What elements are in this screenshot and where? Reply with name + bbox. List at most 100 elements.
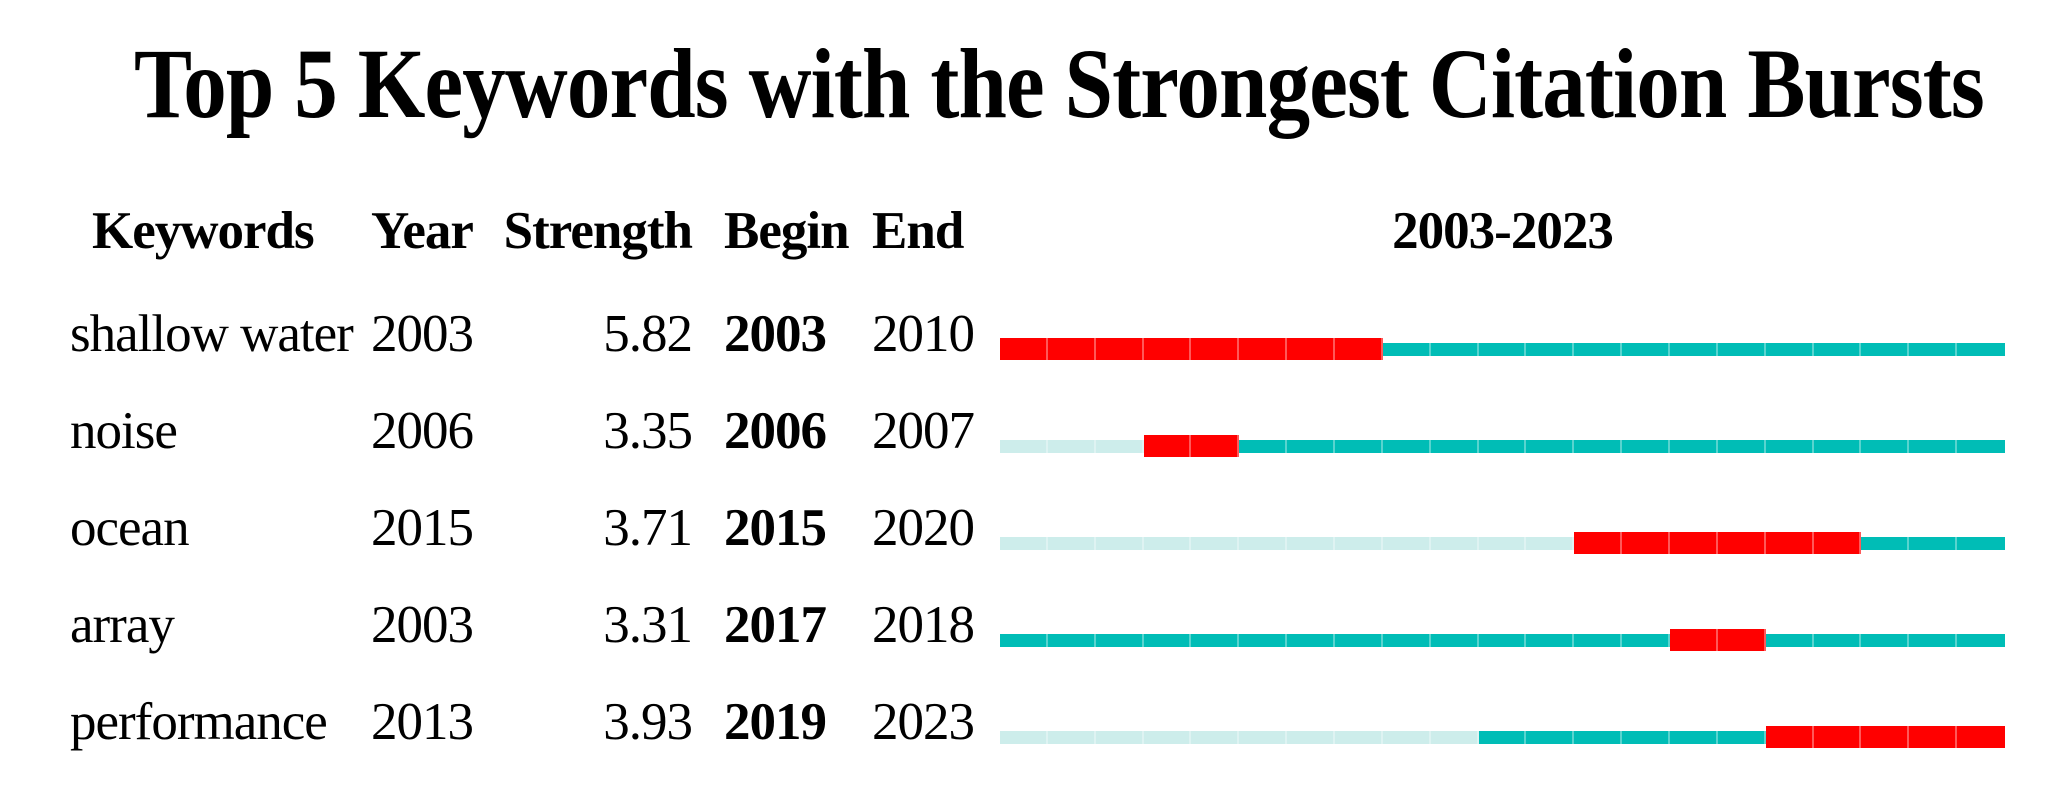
year-cell bbox=[1143, 633, 1192, 647]
cell-strength: 3.31 bbox=[603, 596, 693, 654]
year-cell bbox=[1478, 633, 1527, 647]
year-cell bbox=[1382, 633, 1431, 647]
year-cell bbox=[1478, 536, 1527, 550]
year-cell bbox=[1526, 633, 1575, 647]
year-cell bbox=[1526, 342, 1575, 356]
burst-year-cell bbox=[1813, 532, 1862, 554]
year-cell bbox=[1287, 633, 1336, 647]
year-cell bbox=[1191, 633, 1240, 647]
cell-end: 2007 bbox=[872, 402, 975, 460]
cell-strength: 3.93 bbox=[603, 693, 693, 751]
year-cell bbox=[1239, 439, 1288, 453]
burst-year-cell bbox=[1095, 338, 1144, 360]
year-cell bbox=[1574, 633, 1623, 647]
year-cell bbox=[1717, 730, 1766, 744]
cell-year: 2015 bbox=[371, 499, 474, 557]
year-cell bbox=[1670, 342, 1718, 356]
year-cell bbox=[1909, 536, 1958, 550]
burst-year-cell bbox=[1191, 338, 1240, 360]
cell-end: 2018 bbox=[872, 596, 975, 654]
burst-year-cell bbox=[1861, 726, 1910, 748]
year-cell bbox=[1143, 536, 1192, 550]
year-cell bbox=[1861, 439, 1910, 453]
year-cell bbox=[1574, 439, 1623, 453]
year-cell bbox=[1143, 730, 1192, 744]
year-cell bbox=[1000, 536, 1048, 550]
year-cell bbox=[1478, 730, 1527, 744]
year-cell bbox=[1765, 342, 1814, 356]
year-cell bbox=[1000, 633, 1048, 647]
column-header-begin: Begin bbox=[724, 202, 850, 260]
cell-keyword: performance bbox=[70, 693, 328, 751]
burst-year-cell bbox=[1191, 435, 1240, 457]
year-cell bbox=[1957, 536, 2006, 550]
cell-begin: 2006 bbox=[724, 402, 827, 460]
cell-end: 2023 bbox=[872, 693, 975, 751]
year-cell bbox=[1861, 342, 1910, 356]
cell-keyword: array bbox=[70, 596, 175, 654]
year-cell bbox=[1382, 439, 1431, 453]
year-cell bbox=[1909, 633, 1958, 647]
burst-year-cell bbox=[1047, 338, 1096, 360]
year-cell bbox=[1239, 536, 1288, 550]
cell-end: 2020 bbox=[872, 499, 975, 557]
burst-year-cell bbox=[1143, 338, 1192, 360]
burst-year-cell bbox=[1717, 629, 1766, 651]
burst-year-cell bbox=[1335, 338, 1383, 360]
year-cell bbox=[1382, 342, 1431, 356]
year-cell bbox=[1717, 342, 1766, 356]
year-cell bbox=[1957, 633, 2006, 647]
year-cell bbox=[1335, 633, 1383, 647]
year-cell bbox=[1909, 342, 1958, 356]
year-cell bbox=[1430, 342, 1479, 356]
cell-strength: 5.82 bbox=[603, 305, 693, 363]
cell-begin: 2019 bbox=[724, 693, 827, 751]
year-cell bbox=[1095, 439, 1144, 453]
burst-year-cell bbox=[1813, 726, 1862, 748]
year-cell bbox=[1813, 633, 1862, 647]
burst-row-4: array 2003 3.31 2017 2018 bbox=[0, 577, 2062, 674]
year-cell bbox=[1095, 633, 1144, 647]
year-cell bbox=[1000, 730, 1048, 744]
year-cell bbox=[1622, 730, 1671, 744]
year-cell bbox=[1622, 342, 1671, 356]
year-cell bbox=[1382, 536, 1431, 550]
year-cell bbox=[1382, 730, 1431, 744]
year-cell bbox=[1287, 439, 1336, 453]
cell-year: 2006 bbox=[371, 402, 474, 460]
year-cell bbox=[1335, 536, 1383, 550]
year-cell bbox=[1239, 730, 1288, 744]
column-header-keywords: Keywords bbox=[92, 202, 315, 260]
year-cell bbox=[1957, 439, 2006, 453]
cell-end: 2010 bbox=[872, 305, 975, 363]
year-cell bbox=[1047, 730, 1096, 744]
year-cell bbox=[1717, 439, 1766, 453]
burst-year-cell bbox=[1670, 532, 1718, 554]
burst-row-1: shallow water 2003 5.82 2003 2010 bbox=[0, 286, 2062, 383]
burst-timeline-bar bbox=[1000, 435, 2006, 457]
year-cell bbox=[1095, 730, 1144, 744]
year-cell bbox=[1813, 439, 1862, 453]
year-cell bbox=[1526, 730, 1575, 744]
cell-strength: 3.71 bbox=[603, 499, 693, 557]
burst-timeline-bar bbox=[1000, 726, 2006, 748]
year-cell bbox=[1430, 633, 1479, 647]
year-cell bbox=[1765, 439, 1814, 453]
year-cell bbox=[1191, 730, 1240, 744]
burst-year-cell bbox=[1574, 532, 1623, 554]
cell-year: 2003 bbox=[371, 596, 474, 654]
year-cell bbox=[1047, 633, 1096, 647]
cell-keyword: ocean bbox=[70, 499, 190, 557]
burst-year-cell bbox=[1287, 338, 1336, 360]
year-cell bbox=[1430, 536, 1479, 550]
column-header-year: Year bbox=[371, 202, 474, 260]
burst-timeline-bar bbox=[1000, 532, 2006, 554]
year-cell bbox=[1095, 536, 1144, 550]
burst-year-cell bbox=[1622, 532, 1671, 554]
year-cell bbox=[1335, 439, 1383, 453]
year-cell bbox=[1957, 342, 2006, 356]
burst-year-cell bbox=[1143, 435, 1192, 457]
cell-keyword: shallow water bbox=[70, 305, 354, 363]
year-cell bbox=[1287, 730, 1336, 744]
